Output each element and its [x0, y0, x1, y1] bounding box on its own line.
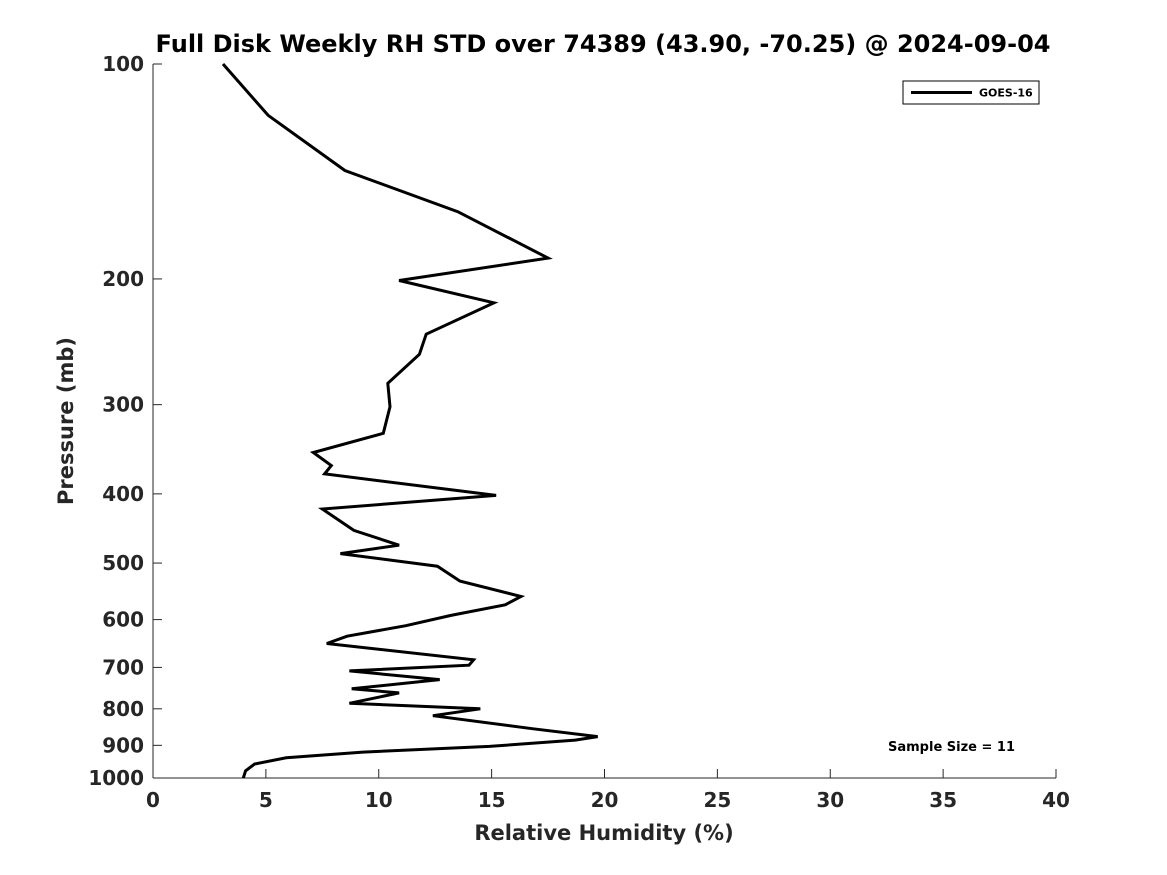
- chart-title: Full Disk Weekly RH STD over 74389 (43.9…: [156, 30, 1051, 58]
- y-tick-label: 600: [102, 608, 144, 632]
- y-tick-label: 1000: [88, 766, 144, 790]
- y-tick-label: 900: [102, 733, 144, 757]
- sample-size-annotation: Sample Size = 11: [888, 740, 1015, 755]
- y-tick-label: 400: [102, 482, 144, 506]
- y-axis-ticks: 100 200 300 400 500 600 700 800 900 1000: [88, 52, 162, 790]
- x-tick-label: 40: [1042, 788, 1070, 812]
- series-layer: [221, 63, 598, 779]
- y-tick-label: 700: [102, 655, 144, 679]
- y-tick-label: 200: [102, 267, 144, 291]
- x-axis-label: Relative Humidity (%): [474, 821, 733, 845]
- x-tick-label: 0: [146, 788, 160, 812]
- y-axis-label: Pressure (mb): [54, 337, 78, 505]
- x-tick-label: 10: [365, 788, 393, 812]
- x-tick-label: 5: [259, 788, 273, 812]
- x-tick-label: 15: [478, 788, 506, 812]
- x-tick-label: 20: [591, 788, 619, 812]
- y-tick-label: 300: [102, 393, 144, 417]
- x-tick-label: 35: [929, 788, 957, 812]
- legend-label-goes-16: GOES-16: [979, 87, 1033, 100]
- y-tick-label: 100: [102, 52, 144, 76]
- x-tick-label: 30: [816, 788, 844, 812]
- y-tick-label: 800: [102, 697, 144, 721]
- x-axis-ticks: 0 5 10 15 20 25 30 35 40: [146, 769, 1070, 812]
- y-tick-label: 500: [102, 551, 144, 575]
- series-line-goes-16: [221, 63, 598, 779]
- x-tick-label: 25: [703, 788, 731, 812]
- legend: GOES-16: [902, 80, 1040, 105]
